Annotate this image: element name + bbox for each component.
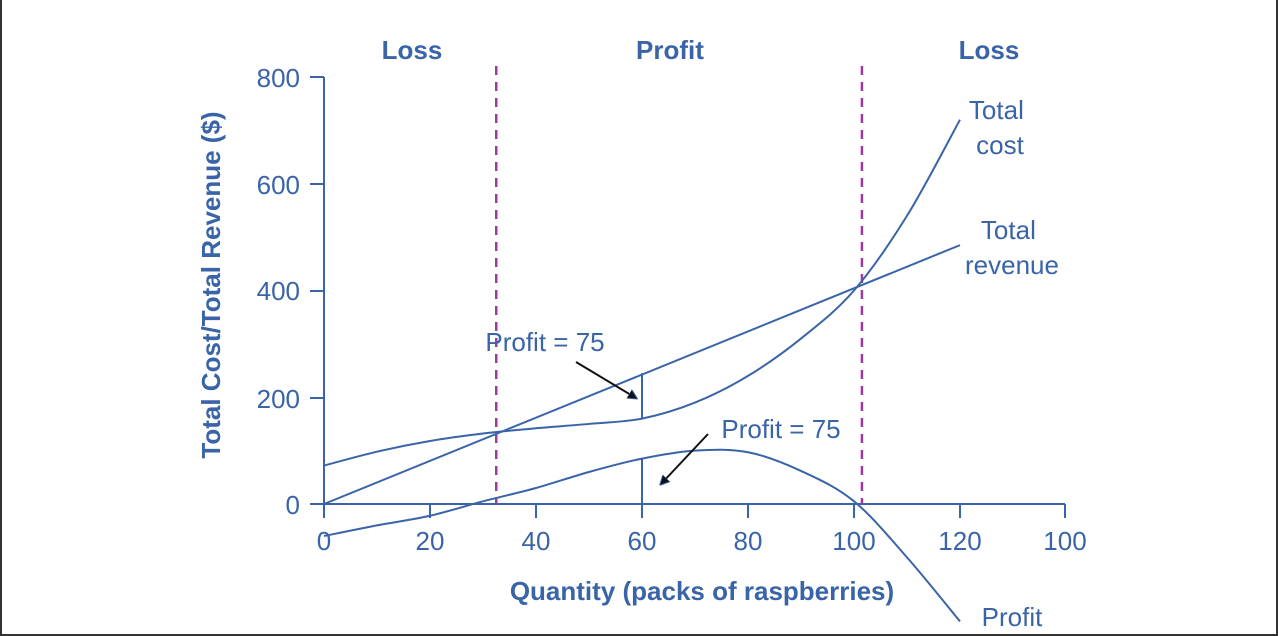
x-tick-label-120: 120 (938, 526, 981, 556)
x-tick-label-100: 100 (832, 526, 875, 556)
series-label-total-cost-line1: Total (969, 95, 1024, 125)
x-tick-label-0: 0 (317, 526, 331, 556)
series-label-total-revenue: Total revenue (965, 215, 1059, 280)
region-label-profit: Profit (636, 35, 704, 65)
annotation-arrow-lower (661, 433, 709, 484)
y-tick-label-0: 0 (286, 490, 300, 520)
x-tick-label-end: 100 (1043, 526, 1086, 556)
series-total-cost (323, 119, 961, 467)
x-tick-label-40: 40 (522, 526, 551, 556)
x-tick-label-20: 20 (416, 526, 445, 556)
annotation-profit-lower: Profit = 75 (721, 414, 840, 444)
y-tick-label-800: 800 (257, 63, 300, 93)
y-tick-label-400: 400 (257, 276, 300, 306)
annotation-arrow-upper (575, 361, 636, 398)
series-label-total-revenue-line1: Total (981, 215, 1036, 245)
x-axis-title: Quantity (packs of raspberries) (510, 576, 894, 606)
x-tick-label-80: 80 (734, 526, 763, 556)
series-profit (323, 448, 961, 623)
region-label-loss-right: Loss (959, 35, 1020, 65)
annotation-profit-upper: Profit = 75 (485, 327, 604, 357)
y-tick-label-200: 200 (257, 384, 300, 414)
series-label-total-revenue-line2: revenue (965, 250, 1059, 280)
y-tick-label-600: 600 (257, 170, 300, 200)
region-label-loss-left: Loss (382, 35, 443, 65)
series-label-total-cost: Total cost (969, 95, 1031, 160)
x-tick-label-60: 60 (628, 526, 657, 556)
y-axis-title: Total Cost/Total Revenue ($) (196, 111, 226, 458)
series-label-total-cost-line2: cost (976, 130, 1024, 160)
series-label-profit: Profit (982, 602, 1043, 632)
